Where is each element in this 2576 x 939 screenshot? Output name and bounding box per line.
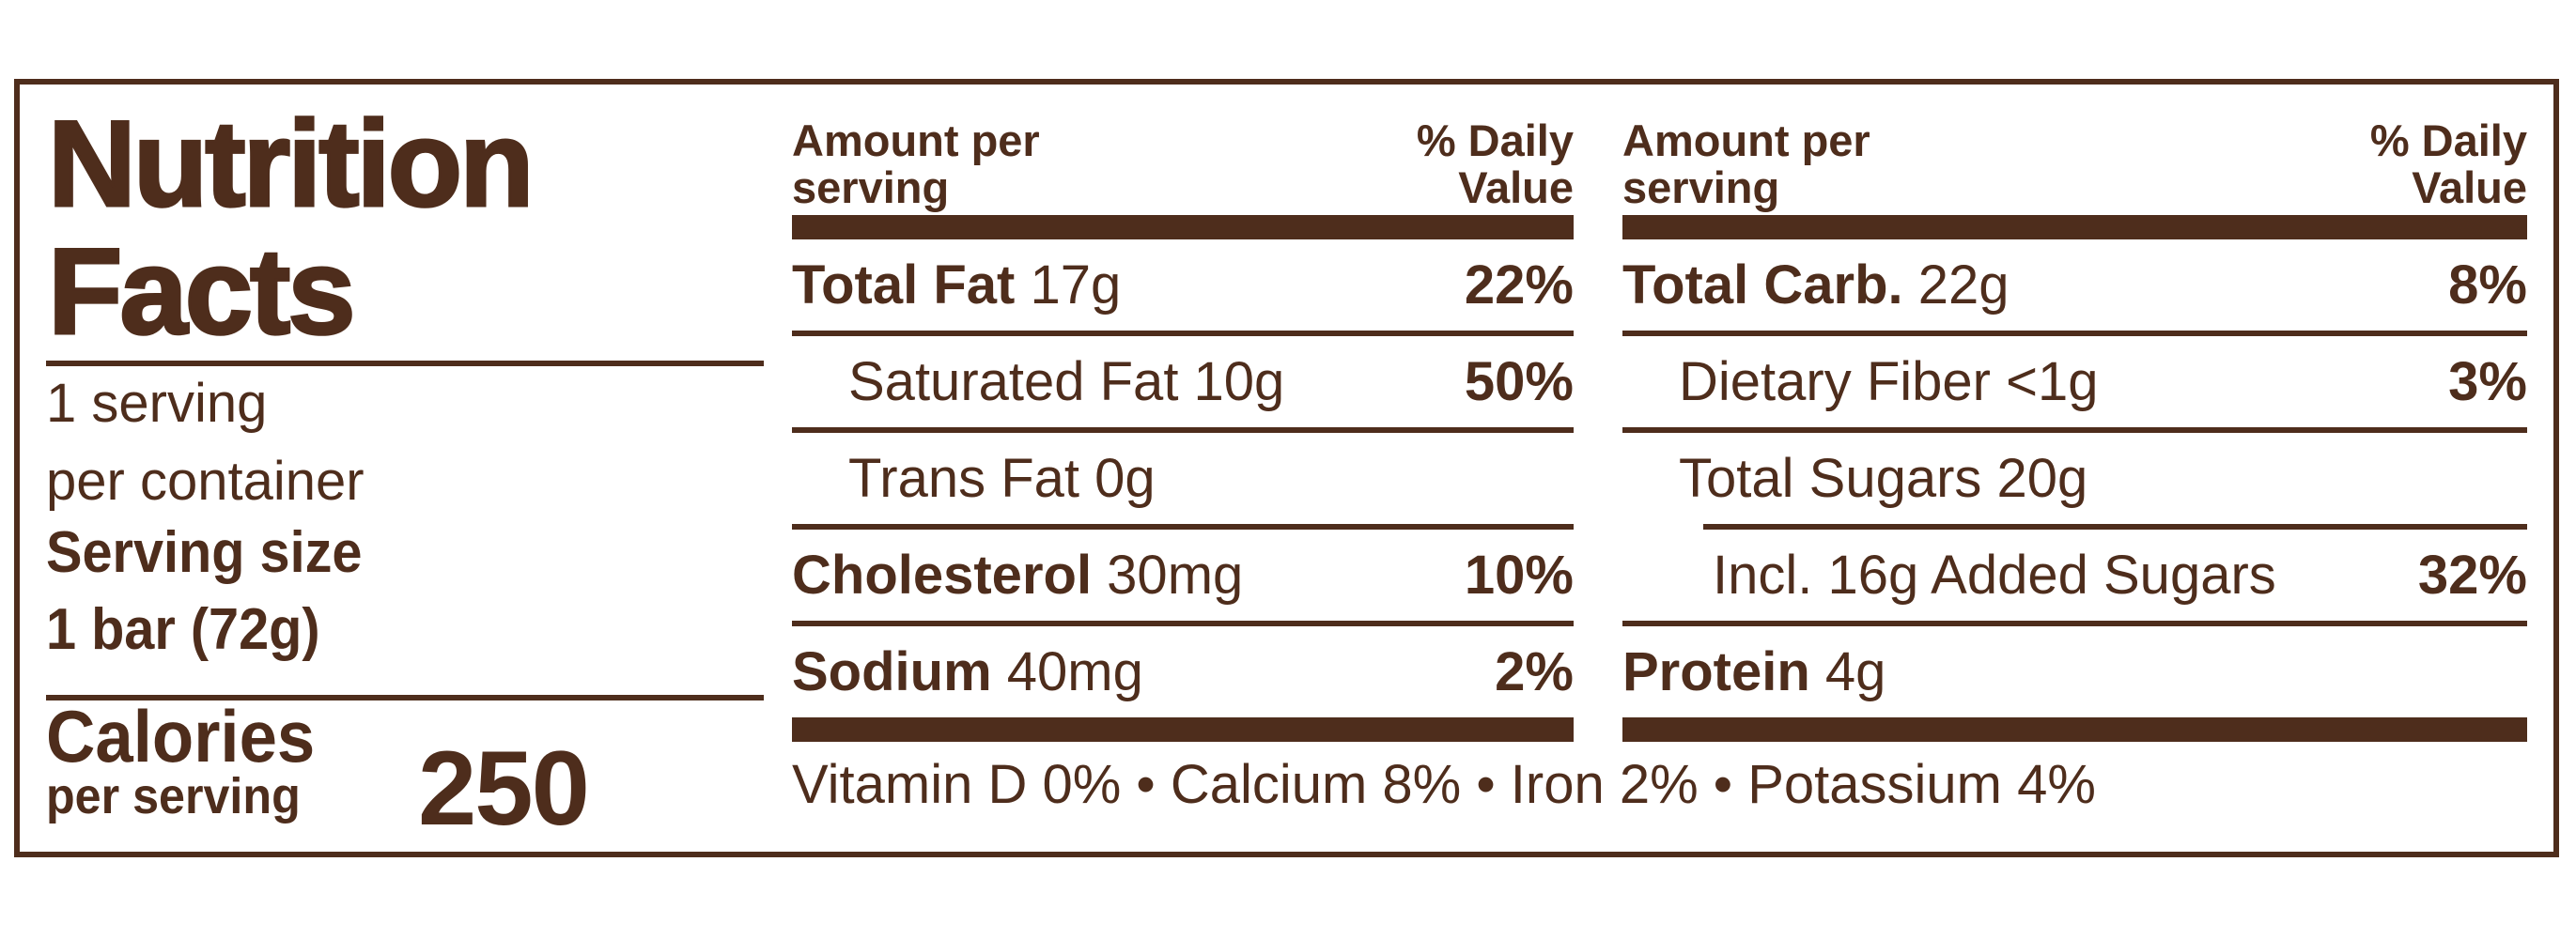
thick-bar <box>1622 717 2527 742</box>
nutrient-name: Incl. 16g Added Sugars <box>1622 544 2276 607</box>
daily-value-heading-line1: % Daily <box>2369 115 2527 165</box>
nutrient-amount: Saturated Fat 10g <box>848 351 1285 412</box>
row-divider <box>1622 427 2527 433</box>
row-dietary-fiber: Dietary Fiber <1g 3% <box>1622 336 2527 427</box>
serving-size-value: 1 bar (72g) <box>46 597 320 662</box>
daily-value-heading-line2: Value <box>1458 162 1574 212</box>
serving-size-label: Serving size <box>46 520 363 585</box>
nutrient-name-bold: Total Carb. <box>1622 254 1903 316</box>
nutrient-amount: 4g <box>1809 641 1886 702</box>
row-divider <box>792 427 1574 433</box>
row-divider <box>1622 331 2527 336</box>
nutrient-name: Total Fat 17g <box>792 254 1121 316</box>
daily-value: 22% <box>1464 254 1574 316</box>
nutrient-amount: 17g <box>1015 254 1122 316</box>
row-added-sugars: Incl. 16g Added Sugars 32% <box>1622 530 2527 621</box>
nutrient-name-bold: Sodium <box>792 641 992 702</box>
daily-value-heading: % Daily Value <box>2370 117 2527 211</box>
daily-value: 8% <box>2448 254 2527 316</box>
row-saturated-fat: Saturated Fat 10g 50% <box>792 336 1574 427</box>
servings-per-container: 1 serving per container <box>46 364 365 520</box>
servings-line2: per container <box>46 451 365 512</box>
row-sodium: Sodium 40mg 2% <box>792 626 1574 717</box>
calories-divider <box>46 695 764 700</box>
amount-heading-line1: Amount per <box>1622 115 1870 165</box>
row-divider <box>792 331 1574 336</box>
fat-column: Amount per serving % Daily Value Total F… <box>792 117 1574 742</box>
nutrient-name: Cholesterol 30mg <box>792 544 1243 607</box>
row-total-carb: Total Carb. 22g 8% <box>1622 239 2527 331</box>
nutrient-amount: 30mg <box>1092 545 1244 606</box>
thick-bar <box>1622 215 2527 239</box>
carb-column: Amount per serving % Daily Value Total C… <box>1622 117 2527 742</box>
micronutrients-line: Vitamin D 0% • Calcium 8% • Iron 2% • Po… <box>792 754 2096 815</box>
nutrition-facts-panel: Nutrition Facts 1 serving per container … <box>14 79 2559 857</box>
daily-value: 10% <box>1464 545 1574 606</box>
nutrient-name: Saturated Fat 10g <box>792 350 1284 413</box>
row-trans-fat: Trans Fat 0g <box>792 433 1574 524</box>
row-total-sugars: Total Sugars 20g <box>1622 433 2527 524</box>
daily-value-heading-line2: Value <box>2412 162 2527 212</box>
thick-bar <box>792 215 1574 239</box>
daily-value: 3% <box>2448 351 2527 412</box>
row-total-fat: Total Fat 17g 22% <box>792 239 1574 331</box>
nutrient-name-bold: Protein <box>1622 641 1810 702</box>
amount-heading-line2: serving <box>792 162 950 212</box>
nutrient-amount: Trans Fat 0g <box>848 448 1156 509</box>
row-divider <box>792 621 1574 626</box>
nutrient-amount: 22g <box>1902 254 2010 316</box>
row-divider-indented <box>1703 524 2527 530</box>
nutrient-name-bold: Total Fat <box>792 254 1016 316</box>
calories-label: Calories <box>46 695 316 777</box>
calories-value: 250 <box>418 730 590 847</box>
row-cholesterol: Cholesterol 30mg 10% <box>792 530 1574 621</box>
nutrient-name-bold: Cholesterol <box>792 545 1093 606</box>
servings-line1: 1 serving <box>46 373 268 434</box>
nutrient-name: Trans Fat 0g <box>792 447 1156 510</box>
amount-per-serving-heading: Amount per serving <box>792 117 1040 211</box>
daily-value-heading-line1: % Daily <box>1416 115 1574 165</box>
nutrient-name: Protein 4g <box>1622 640 1885 703</box>
daily-value: 32% <box>2417 545 2527 606</box>
row-protein: Protein 4g <box>1622 626 2527 717</box>
amount-heading-line1: Amount per <box>792 115 1040 165</box>
row-divider <box>792 524 1574 530</box>
carb-column-header: Amount per serving % Daily Value <box>1622 117 2527 215</box>
daily-value: 50% <box>1464 351 1574 412</box>
nutrient-name: Total Carb. 22g <box>1622 254 2010 316</box>
nutrient-amount: 40mg <box>991 641 1143 702</box>
amount-per-serving-heading: Amount per serving <box>1622 117 1870 211</box>
daily-value: 2% <box>1495 641 1574 702</box>
panel-title: Nutrition Facts <box>47 95 536 360</box>
daily-value-heading: % Daily Value <box>1417 117 1574 211</box>
nutrient-amount: Total Sugars 20g <box>1679 448 2088 509</box>
nutrient-name: Dietary Fiber <1g <box>1622 350 2098 413</box>
nutrient-name: Sodium 40mg <box>792 640 1143 703</box>
thick-bar <box>792 717 1574 742</box>
nutrient-amount: Incl. 16g Added Sugars <box>1713 545 2276 606</box>
serving-size: Serving size 1 bar (72g) <box>46 515 363 669</box>
panel-title-line2: Facts <box>47 223 358 360</box>
nutrient-name: Total Sugars 20g <box>1622 447 2087 510</box>
amount-heading-line2: serving <box>1622 162 1780 212</box>
panel-title-line1: Nutrition <box>47 95 536 232</box>
row-divider <box>1622 621 2527 626</box>
calories-sublabel: per serving <box>46 768 301 824</box>
fat-column-header: Amount per serving % Daily Value <box>792 117 1574 215</box>
nutrient-amount: Dietary Fiber <1g <box>1679 351 2099 412</box>
title-divider <box>46 361 764 366</box>
